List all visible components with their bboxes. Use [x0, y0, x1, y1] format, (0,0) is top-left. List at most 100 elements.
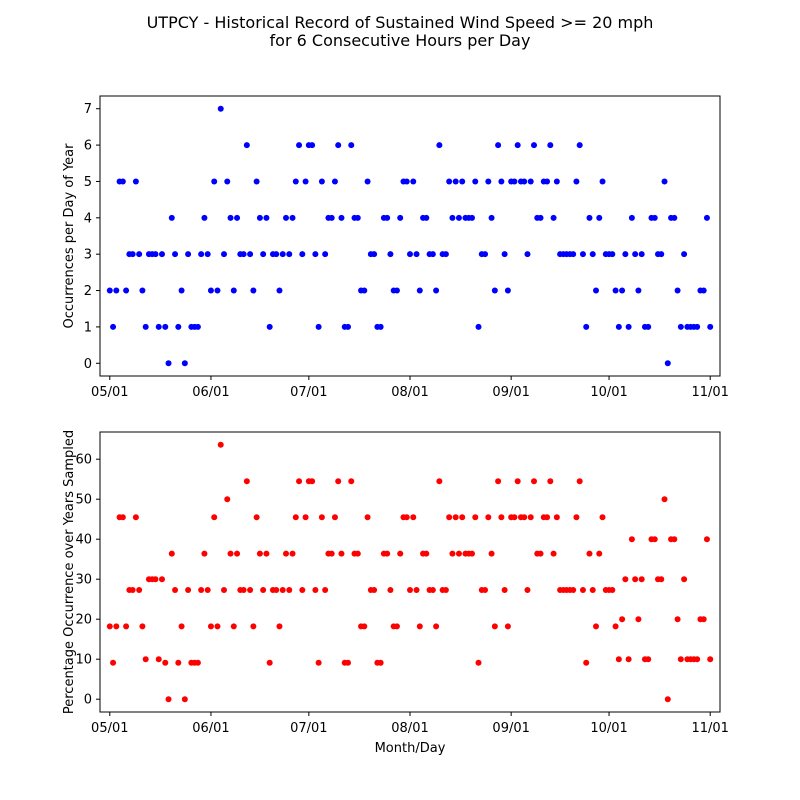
scatter-point: [397, 214, 404, 221]
x-tick-label: 11/01: [691, 385, 728, 400]
scatter-point: [234, 550, 241, 557]
x-tick-label: 09/01: [492, 721, 529, 736]
scatter-point: [442, 587, 449, 593]
scatter-point: [384, 550, 391, 557]
x-tick-label: 09/01: [492, 385, 529, 400]
scatter-point: [221, 251, 227, 258]
scatter-point: [289, 214, 296, 221]
scatter-point: [504, 623, 511, 630]
scatter-point: [423, 550, 430, 557]
scatter-point: [276, 287, 283, 294]
y-axis-label: Percentage Occurrence over Years Sampled: [62, 430, 77, 714]
scatter-point: [677, 656, 684, 663]
figure-title-line-2: for 6 Consecutive Hours per Day: [269, 31, 531, 50]
scatter-point: [387, 587, 394, 593]
scatter-point: [625, 323, 632, 330]
scatter-point: [700, 287, 707, 294]
scatter-point: [622, 251, 629, 258]
scatter-point: [181, 360, 188, 367]
scatter-point: [550, 550, 557, 557]
scatter-point: [593, 287, 599, 294]
scatter-point: [273, 251, 280, 258]
chart-panel-percentage: 0 10 20 30 40 50 60 05/01 06/01 07/01 08/01 09/01 10…: [62, 430, 729, 756]
y-tick-label: 40: [75, 533, 92, 548]
scatter-point: [172, 587, 179, 593]
scatter-point: [537, 550, 544, 557]
scatter-point: [230, 623, 237, 630]
scatter-point: [550, 214, 557, 221]
scatter-point: [315, 659, 322, 666]
scatter-point: [302, 514, 309, 521]
scatter-point: [106, 287, 113, 294]
scatter-point: [531, 142, 537, 149]
plot-frame: [99, 95, 721, 377]
scatter-point: [449, 214, 456, 221]
scatter-point: [214, 623, 221, 630]
scatter-point: [397, 550, 404, 557]
scatter-point: [482, 587, 489, 593]
scatter-point: [524, 587, 531, 593]
scatter-point: [243, 478, 250, 485]
y-tick-label: 5: [84, 175, 92, 190]
scatter-point: [354, 550, 361, 557]
scatter-point: [318, 178, 325, 185]
scatter-point: [615, 656, 622, 663]
scatter-point: [348, 142, 355, 149]
scatter-point: [240, 251, 247, 258]
scatter-point: [589, 251, 596, 258]
scatter-point: [387, 251, 394, 258]
scatter-point: [296, 142, 303, 149]
scatter-point: [491, 287, 498, 294]
scatter-point: [413, 251, 420, 258]
scatter-point: [446, 178, 453, 185]
scatter-point: [677, 323, 684, 330]
y-tick-label: 1: [84, 320, 92, 335]
scatter-point: [544, 514, 551, 521]
scatter-point: [159, 576, 165, 583]
scatter-point: [547, 478, 554, 485]
y-axis-label: Occurrences per Day of Year: [62, 143, 77, 329]
scatter-point: [159, 251, 165, 258]
scatter-point: [436, 478, 443, 485]
scatter-point: [488, 550, 495, 557]
scatter-point: [527, 514, 534, 521]
scatter-point: [485, 514, 492, 521]
scatter-point: [459, 514, 466, 521]
y-tick-label: 0: [84, 693, 92, 708]
scatter-point: [256, 214, 263, 221]
scatter-point: [364, 514, 371, 521]
scatter-point: [472, 514, 479, 521]
scatter-point: [403, 178, 410, 185]
x-tick-label: 10/01: [590, 385, 627, 400]
scatter-point: [576, 142, 583, 149]
scatter-point: [211, 178, 218, 185]
scatter-point: [253, 178, 260, 185]
scatter-point: [214, 287, 221, 294]
scatter-point: [279, 251, 286, 258]
scatter-point: [204, 587, 211, 593]
scatter-point: [433, 287, 440, 294]
scatter-point: [488, 214, 495, 221]
scatter-point: [348, 478, 355, 485]
scatter-point: [455, 550, 462, 557]
scatter-point: [168, 214, 175, 221]
scatter-point: [393, 623, 400, 630]
scatter-point: [511, 178, 518, 185]
scatter-point: [106, 623, 113, 630]
scatter-point: [625, 656, 632, 663]
scatter-point: [136, 587, 143, 593]
scatter-point: [152, 576, 159, 583]
scatter-point: [553, 178, 560, 185]
scatter-point: [296, 478, 303, 485]
scatter-point: [361, 287, 368, 294]
scatter-point: [393, 287, 400, 294]
scatter-point: [664, 696, 671, 703]
scatter-point: [700, 616, 707, 623]
scatter-point: [429, 251, 436, 258]
figure-title-line-1: UTPCY - Historical Record of Sustained W…: [146, 13, 654, 32]
scatter-point: [579, 251, 586, 258]
scatter-point: [152, 251, 159, 258]
scatter-point: [570, 251, 577, 258]
scatter-point: [521, 178, 528, 185]
scatter-point: [286, 587, 293, 593]
